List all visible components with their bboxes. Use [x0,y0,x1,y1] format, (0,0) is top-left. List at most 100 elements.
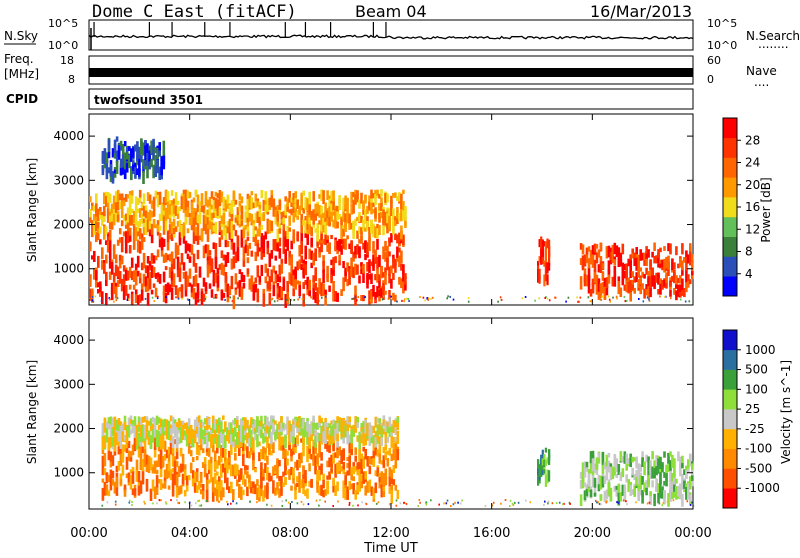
data-cell [400,225,403,240]
scatter-cell [616,501,618,504]
data-cell [587,258,591,269]
data-cell [583,490,587,501]
data-cell [238,201,242,212]
data-cell [288,469,291,480]
scatter-cell [237,297,239,300]
data-cell [338,198,341,211]
data-cell [136,208,140,213]
data-cell [314,455,317,463]
data-cell [619,259,623,267]
data-cell [188,268,192,279]
data-cell [134,144,137,152]
data-cell [196,283,200,295]
data-cell [328,198,331,213]
data-cell [133,442,137,449]
data-cell [213,487,217,496]
data-cell [384,211,387,226]
data-cell [358,248,361,253]
data-cell [188,243,192,253]
data-cell [338,244,341,250]
data-cell [597,249,601,258]
data-cell [192,207,196,221]
data-cell [651,267,654,276]
data-cell [193,419,197,427]
data-cell [107,139,111,151]
data-cell [187,429,191,443]
scatter-cell [370,297,372,300]
data-cell [109,451,113,462]
data-cell [296,199,299,210]
data-cell [681,267,684,276]
colorbar-segment [723,236,737,257]
data-cell [679,483,682,497]
data-cell [605,466,609,481]
data-cell [105,473,109,484]
scatter-cell [467,300,470,303]
data-cell [272,480,275,494]
data-cell [581,462,585,474]
data-cell [643,252,646,261]
data-cell [376,286,379,298]
data-cell [248,451,251,459]
data-cell [653,460,656,471]
data-cell [358,449,361,463]
data-cell [152,138,155,149]
date-label: 16/Mar/2013 [590,2,692,21]
data-cell [152,164,155,179]
data-cell [304,422,307,430]
data-cell [220,434,223,443]
data-cell [181,473,185,485]
data-cell [134,219,138,226]
scatter-cell [626,503,628,506]
data-cell [344,425,347,438]
data-cell [380,189,383,197]
data-cell [396,417,400,423]
scatter-cell [303,300,305,303]
data-cell [617,247,621,257]
data-cell [151,416,155,423]
data-cell [153,486,157,499]
data-cell [167,428,171,441]
data-cell [390,490,394,504]
data-cell [178,287,182,292]
scatter-cell [449,295,451,298]
data-cell [342,462,345,470]
data-cell [133,488,137,496]
data-cell [128,146,131,151]
data-cell [286,225,289,240]
data-cell [635,257,638,271]
data-cell [266,218,270,229]
data-cell [292,478,295,484]
data-cell [320,429,323,435]
data-cell [139,424,143,437]
data-cell [252,437,255,451]
data-cell [138,168,141,177]
data-cell [278,432,281,440]
data-cell [184,278,188,291]
data-cell [226,477,229,490]
data-cell [649,491,652,497]
data-cell [382,484,386,492]
data-cell [673,262,676,270]
scatter-cell [230,502,232,505]
data-cell [115,486,119,496]
data-cell [91,288,94,295]
data-cell [593,243,597,253]
scatter-cell [249,500,251,503]
data-cell [214,273,218,284]
data-cell [151,479,155,492]
data-cell [322,479,325,489]
data-cell [621,265,625,276]
scatter-cell [389,503,391,506]
data-cell [218,476,221,483]
data-cell [691,271,694,276]
data-cell [360,474,363,482]
scatter-cell [216,295,218,298]
data-cell [174,226,178,232]
scatter-cell [101,504,104,507]
scatter-cell [425,501,428,504]
data-cell [591,470,595,477]
data-cell [125,473,129,479]
data-cell [314,203,317,214]
data-cell [120,220,124,227]
